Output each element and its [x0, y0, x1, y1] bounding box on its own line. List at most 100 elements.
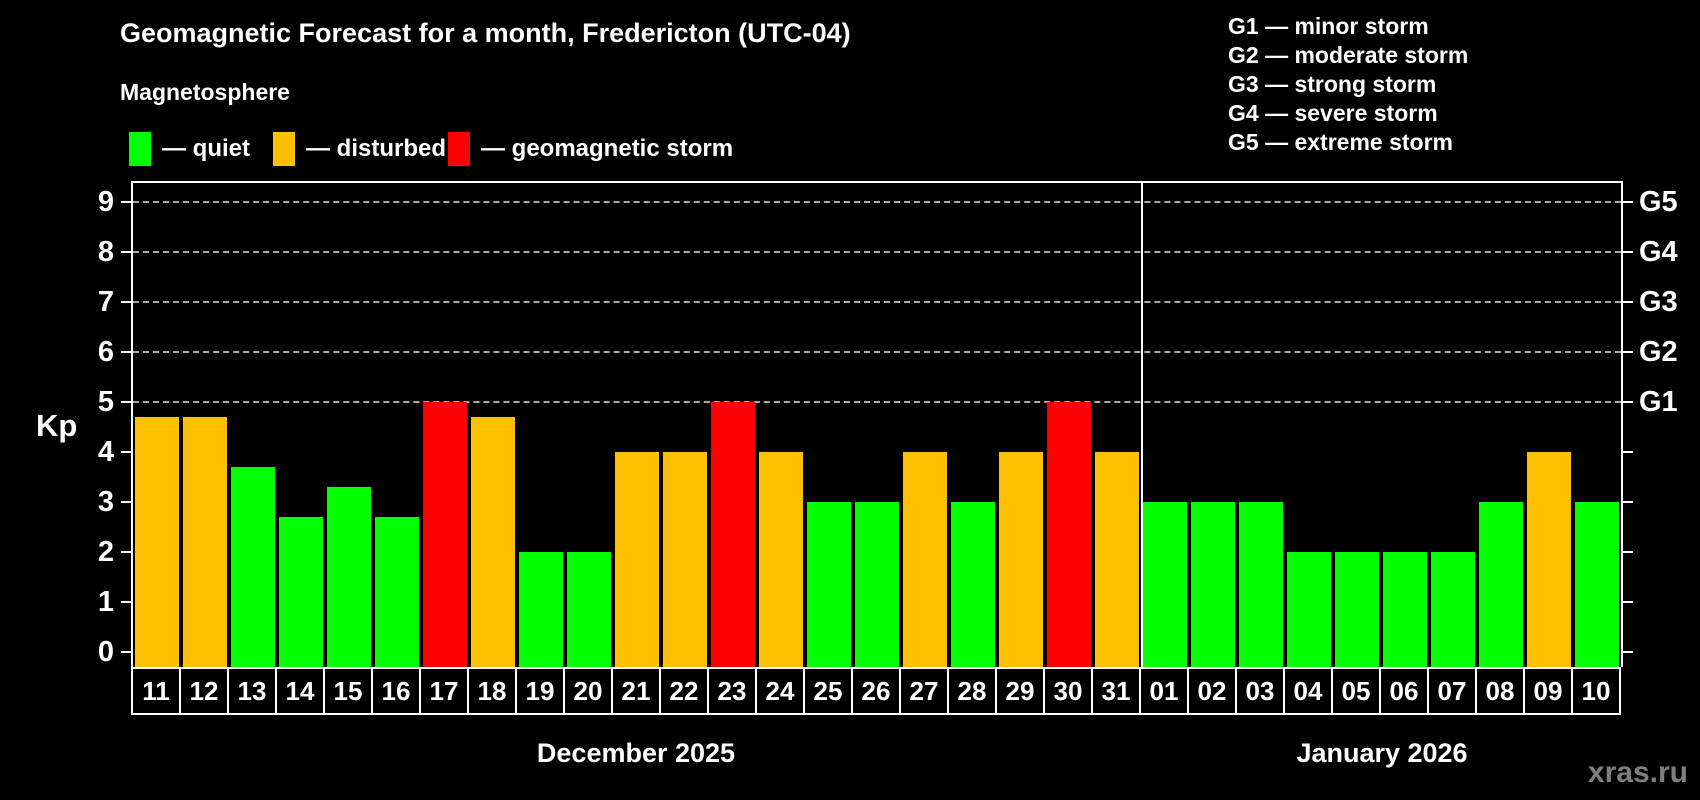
y-tick-label-8: 8: [97, 236, 114, 268]
watermark: xras.ru: [1587, 756, 1688, 789]
left-tick-kp7: [121, 301, 131, 303]
kp-bar-day-15: [327, 487, 371, 667]
legend-item-disturbed: — disturbed: [273, 130, 446, 168]
gridline-kp8: [133, 251, 1621, 253]
plot-right-axis: [1621, 181, 1623, 667]
g2-legend-line: G2 — moderate storm: [1228, 42, 1469, 68]
month-separator-line: [1141, 181, 1143, 667]
y-tick-label-9: 9: [97, 186, 114, 218]
kp-bar-day-19: [519, 552, 563, 667]
kp-bar-day-05: [1335, 552, 1379, 667]
day-label-01: 01: [1139, 667, 1189, 715]
kp-bar-day-16: [375, 517, 419, 667]
month-label-january: January 2026: [1296, 738, 1468, 768]
quiet-swatch: [129, 132, 151, 166]
kp-bar-day-30: [1047, 402, 1091, 667]
y-tick-label-7: 7: [97, 286, 114, 318]
day-label-06: 06: [1379, 667, 1429, 715]
y-tick-label-2: 2: [97, 536, 114, 568]
day-label-04: 04: [1283, 667, 1333, 715]
gridline-kp9: [133, 201, 1621, 203]
plot-top-border: [131, 181, 1623, 183]
kp-bar-day-04: [1287, 552, 1331, 667]
day-label-24: 24: [755, 667, 805, 715]
kp-bar-day-06: [1383, 552, 1427, 667]
g4-legend-line: G4 — severe storm: [1228, 100, 1438, 126]
kp-bar-day-25: [807, 502, 851, 667]
month-label-december: December 2025: [536, 738, 736, 768]
day-label-26: 26: [851, 667, 901, 715]
plot-left-axis: [131, 181, 133, 667]
day-label-16: 16: [371, 667, 421, 715]
day-label-18: 18: [467, 667, 517, 715]
right-tick-kp9: [1623, 201, 1633, 203]
legend-label-quiet: — quiet: [162, 135, 250, 162]
g3-legend-line: G3 — strong storm: [1228, 71, 1437, 97]
kp-bar-day-27: [903, 452, 947, 667]
day-label-29: 29: [995, 667, 1045, 715]
storm-scale-legend: G1 — minor storm G2 — moderate storm G3 …: [1228, 12, 1468, 157]
kp-bar-day-26: [855, 502, 899, 667]
day-label-30: 30: [1043, 667, 1093, 715]
left-tick-kp8: [121, 251, 131, 253]
kp-bar-day-18: [471, 417, 515, 667]
day-label-21: 21: [611, 667, 661, 715]
kp-bar-day-12: [183, 417, 227, 667]
left-tick-kp2: [121, 551, 131, 553]
right-tick-kp6: [1623, 351, 1633, 353]
left-tick-kp0: [121, 651, 131, 653]
kp-bar-day-08: [1479, 502, 1523, 667]
right-axis-label-g3: G3: [1639, 286, 1678, 318]
right-tick-kp4: [1623, 451, 1633, 453]
right-axis-label-g1: G1: [1639, 386, 1678, 418]
kp-bar-day-22: [663, 452, 707, 667]
right-axis-label-g4: G4: [1639, 236, 1678, 268]
right-axis-label-g2: G2: [1639, 336, 1678, 368]
chart-subtitle: Magnetosphere: [120, 79, 290, 105]
day-label-07: 07: [1427, 667, 1477, 715]
y-tick-label-4: 4: [97, 436, 114, 468]
storm-swatch: [448, 132, 470, 166]
day-label-17: 17: [419, 667, 469, 715]
gridline-kp5: [133, 401, 1621, 403]
day-label-02: 02: [1187, 667, 1237, 715]
y-tick-label-6: 6: [97, 336, 114, 368]
day-label-09: 09: [1523, 667, 1573, 715]
day-label-14: 14: [275, 667, 325, 715]
left-tick-kp9: [121, 201, 131, 203]
y-tick-label-5: 5: [97, 386, 114, 418]
gridline-kp6: [133, 351, 1621, 353]
left-tick-kp5: [121, 401, 131, 403]
day-label-08: 08: [1475, 667, 1525, 715]
kp-bar-day-07: [1431, 552, 1475, 667]
chart-title: Geomagnetic Forecast for a month, Freder…: [120, 18, 851, 48]
kp-bar-day-10: [1575, 502, 1619, 667]
kp-bar-day-23: [711, 402, 755, 667]
day-label-11: 11: [131, 667, 181, 715]
day-label-05: 05: [1331, 667, 1381, 715]
y-tick-label-3: 3: [97, 486, 114, 518]
left-tick-kp4: [121, 451, 131, 453]
right-tick-kp8: [1623, 251, 1633, 253]
y-tick-label-1: 1: [97, 586, 114, 618]
day-label-20: 20: [563, 667, 613, 715]
kp-bar-day-17: [423, 402, 467, 667]
kp-bar-day-01: [1143, 502, 1187, 667]
right-tick-kp1: [1623, 601, 1633, 603]
right-tick-kp0: [1623, 651, 1633, 653]
day-label-27: 27: [899, 667, 949, 715]
day-label-31: 31: [1091, 667, 1141, 715]
kp-bar-day-24: [759, 452, 803, 667]
kp-bar-day-29: [999, 452, 1043, 667]
legend-label-storm: — geomagnetic storm: [481, 135, 734, 162]
kp-bar-day-13: [231, 467, 275, 667]
day-label-23: 23: [707, 667, 757, 715]
kp-bar-day-09: [1527, 452, 1571, 667]
kp-bar-day-03: [1239, 502, 1283, 667]
right-axis-label-g5: G5: [1639, 186, 1678, 218]
day-label-13: 13: [227, 667, 277, 715]
g1-legend-line: G1 — minor storm: [1228, 13, 1429, 39]
g5-legend-line: G5 — extreme storm: [1228, 129, 1453, 155]
day-label-10: 10: [1571, 667, 1621, 715]
